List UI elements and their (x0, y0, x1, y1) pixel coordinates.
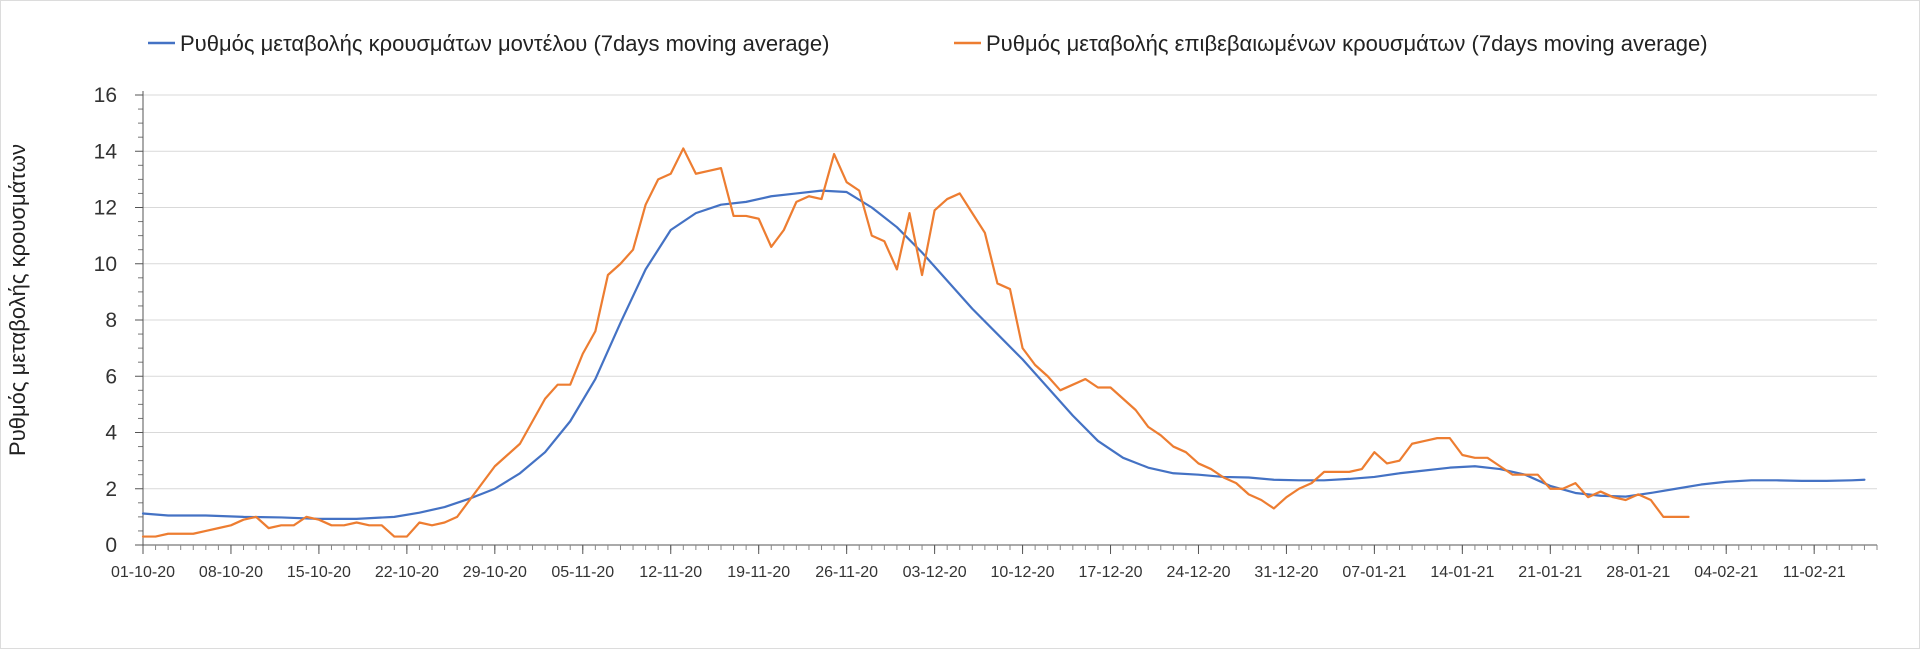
y-tick-label: 12 (94, 197, 117, 220)
y-tick-label: 2 (105, 478, 117, 501)
grid-lines (143, 94, 1877, 490)
x-tick-label: 22-10-20 (375, 564, 439, 581)
legend-label-1: Ρυθμός μεταβολής κρουσμάτων μοντέλου (7d… (180, 31, 829, 56)
x-tick-label: 10-12-20 (991, 564, 1055, 581)
axes: 0 2 4 6 8 10 12 14 16 01-10-20 08-10-20 15-10-20 22-… (94, 84, 1878, 581)
x-tick-label: 24-12-20 (1166, 564, 1230, 581)
x-tick-label: 12-11-20 (639, 564, 702, 581)
x-tick-label: 04-02-21 (1694, 564, 1758, 581)
x-tick-label: 01-10-20 (111, 564, 175, 581)
y-tick-label: 14 (94, 140, 118, 163)
y-tick-label: 6 (105, 365, 117, 388)
x-tick-label: 03-12-20 (903, 564, 967, 581)
y-tick-label: 8 (105, 309, 117, 332)
x-tick-label: 19-11-20 (727, 564, 790, 581)
x-tick-label: 26-11-20 (815, 564, 878, 581)
y-axis-title: Ρυθμός μεταβολής κρουσμάτων (5, 144, 30, 456)
series-line-2 (141, 147, 1690, 538)
series-line-1 (141, 189, 1866, 520)
legend-label-2: Ρυθμός μεταβολής επιβεβαιωμένων κρουσμάτ… (986, 31, 1708, 56)
x-tick-label: 31-12-20 (1254, 564, 1318, 581)
x-tick-label: 08-10-20 (199, 564, 263, 581)
y-tick-label: 4 (105, 422, 117, 445)
y-tick-label: 0 (105, 534, 117, 557)
x-tick-label: 28-01-21 (1606, 564, 1670, 581)
legend: Ρυθμός μεταβολής κρουσμάτων μοντέλου (7d… (148, 31, 1708, 56)
x-tick-label: 05-11-20 (551, 564, 614, 581)
x-tick-label: 29-10-20 (463, 564, 527, 581)
x-tick-label: 17-12-20 (1078, 564, 1142, 581)
x-tick-label: 11-02-21 (1783, 564, 1846, 581)
series-lines (141, 147, 1866, 538)
y-tick-label: 10 (94, 253, 117, 276)
x-tick-label: 07-01-21 (1342, 564, 1406, 581)
x-tick-label: 21-01-21 (1518, 564, 1582, 581)
x-tick-label: 14-01-21 (1430, 564, 1494, 581)
y-tick-label: 16 (94, 84, 117, 107)
x-tick-label: 15-10-20 (287, 564, 351, 581)
